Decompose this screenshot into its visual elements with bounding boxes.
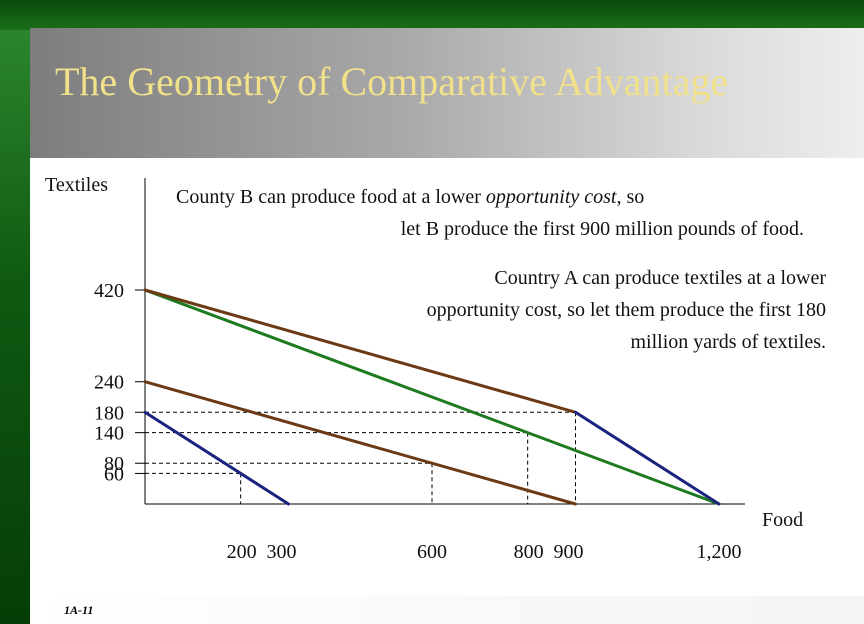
y-tick-label: 420 — [94, 280, 124, 302]
slide-number: 1A-11 — [64, 603, 94, 617]
chart-axes — [144, 178, 745, 505]
y-tick-label: 240 — [94, 372, 124, 394]
x-tick-label: 800 — [514, 541, 544, 563]
annotation-country-a-line2: opportunity cost, so let them produce th… — [426, 299, 826, 321]
x-tick-label: 200 — [227, 541, 257, 563]
y-tick-label: 60 — [104, 463, 124, 485]
y-tick-label: 180 — [94, 402, 124, 424]
frame-top-bar — [0, 0, 864, 30]
y-tick-label: 80 — [104, 453, 124, 475]
y-tick-label: 140 — [94, 423, 124, 445]
series-line-combined — [143, 288, 721, 506]
annotation-b-text-1: County B can produce food at a lower — [176, 186, 486, 208]
series-line-country_a — [143, 410, 290, 506]
series-line-country_b — [143, 380, 577, 506]
annotation-country-a-line1: Country A can produce textiles at a lowe… — [494, 267, 826, 289]
series-line-frontier — [574, 410, 721, 506]
tick-marks — [135, 289, 145, 474]
x-axis-title: Food — [762, 509, 803, 531]
slide-footer — [30, 596, 864, 624]
x-tick-label: 1,200 — [697, 541, 742, 563]
annotation-b-text-2: , so — [616, 186, 645, 208]
x-tick-label: 600 — [417, 541, 447, 563]
slide-title: The Geometry of Comparative Advantage — [55, 59, 729, 104]
series-line-frontier — [143, 288, 577, 414]
x-tick-label: 300 — [267, 541, 297, 563]
guide-lines — [145, 411, 576, 504]
annotation-b-emphasis: opportunity cost — [485, 186, 617, 208]
title-banner — [30, 28, 864, 158]
annotation-country-b-line2: let B produce the first 900 million poun… — [400, 218, 804, 240]
annotation-country-a-line3: million yards of textiles. — [630, 331, 826, 353]
y-axis-title: Textiles — [45, 174, 108, 196]
series-lines — [143, 288, 721, 506]
annotation-country-b-line1: County B can produce food at a lower opp… — [176, 181, 644, 213]
x-tick-label: 900 — [554, 541, 584, 563]
